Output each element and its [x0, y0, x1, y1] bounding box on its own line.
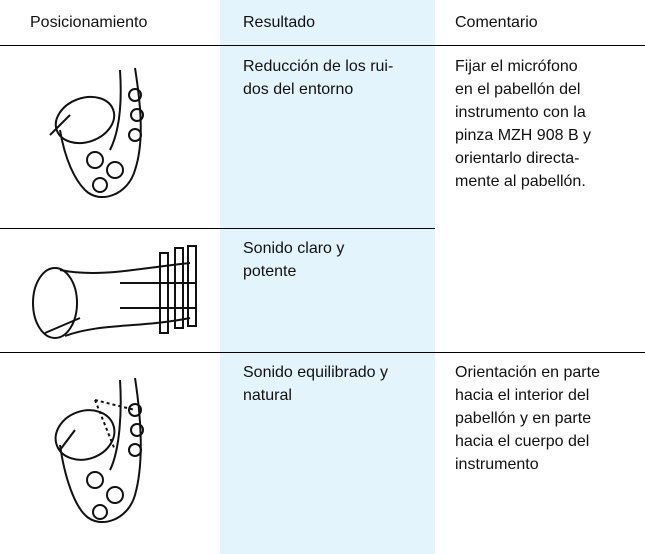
trumpet-icon	[32, 245, 197, 339]
saxophone-icon	[49, 67, 144, 199]
header-result: Resultado	[243, 14, 316, 31]
text-line: mente al pabellón.	[455, 173, 586, 190]
text-line: instrumento con la	[455, 104, 586, 121]
text-line: pinza MZH 908 B y	[455, 127, 592, 144]
result-cell: Sonido equilibrado y natural	[243, 361, 388, 407]
row-rule	[0, 352, 645, 353]
result-cell: Sonido claro y potente	[243, 237, 344, 283]
text-line: Sonido equilibrado y	[243, 364, 388, 381]
comment-cell: Fijar el micrófono en el pabellón del inst…	[455, 55, 591, 193]
text-line: potente	[243, 263, 297, 280]
text-line: en el pabellón del	[455, 81, 581, 98]
result-column-bg	[220, 0, 435, 554]
text-line: instrumento	[455, 456, 539, 473]
header-comment: Comentario	[455, 14, 538, 31]
text-line: Orientación en parte	[455, 364, 600, 381]
text-line: hacia el interior del	[455, 387, 590, 404]
comment-cell: Orientación en parte hacia el interior de…	[455, 361, 600, 476]
text-line: natural	[243, 387, 292, 404]
text-line: hacia el cuerpo del	[455, 433, 590, 450]
text-line: orientarlo directa-	[455, 150, 580, 167]
text-line: Fijar el micrófono	[455, 58, 578, 75]
text-line: dos del entorno	[243, 81, 354, 98]
text-line: Reducción de los rui-	[243, 58, 394, 75]
saxophone-icon	[54, 377, 144, 524]
row-rule	[0, 228, 435, 229]
text-line: pabellón y en parte	[455, 410, 592, 427]
text-line: Sonido claro y	[243, 240, 345, 257]
result-cell: Reducción de los rui-dos del entorno	[243, 55, 393, 101]
header-rule	[0, 45, 645, 46]
header-position: Posicionamiento	[30, 14, 148, 31]
